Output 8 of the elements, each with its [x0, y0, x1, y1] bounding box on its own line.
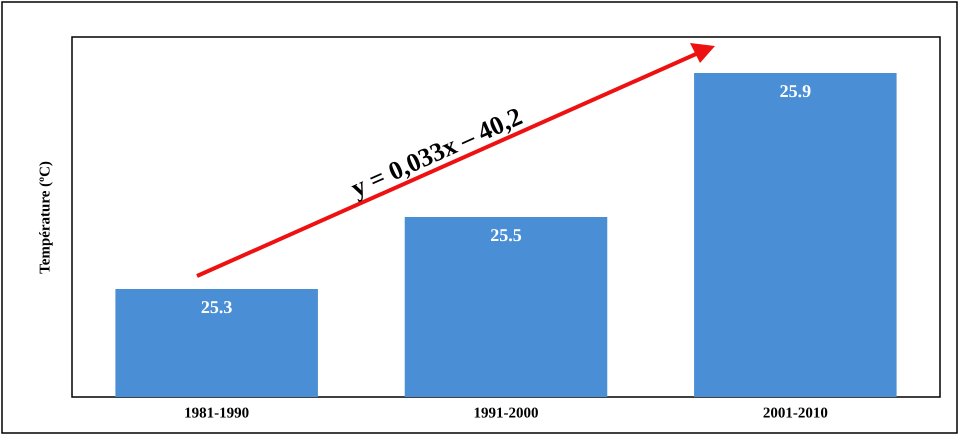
y-axis-title: Température (ºC) [38, 161, 54, 274]
data-label: 25.5 [490, 225, 522, 245]
data-label: 25.3 [200, 297, 232, 317]
x-tick-label: 1981-1990 [184, 406, 250, 422]
annotation: y = 0,033x – 40,2 [346, 102, 526, 203]
x-tick-label: 2001-2010 [762, 406, 828, 422]
data-label: 25.9 [780, 81, 812, 101]
x-tick-label: 1991-2000 [474, 406, 538, 422]
